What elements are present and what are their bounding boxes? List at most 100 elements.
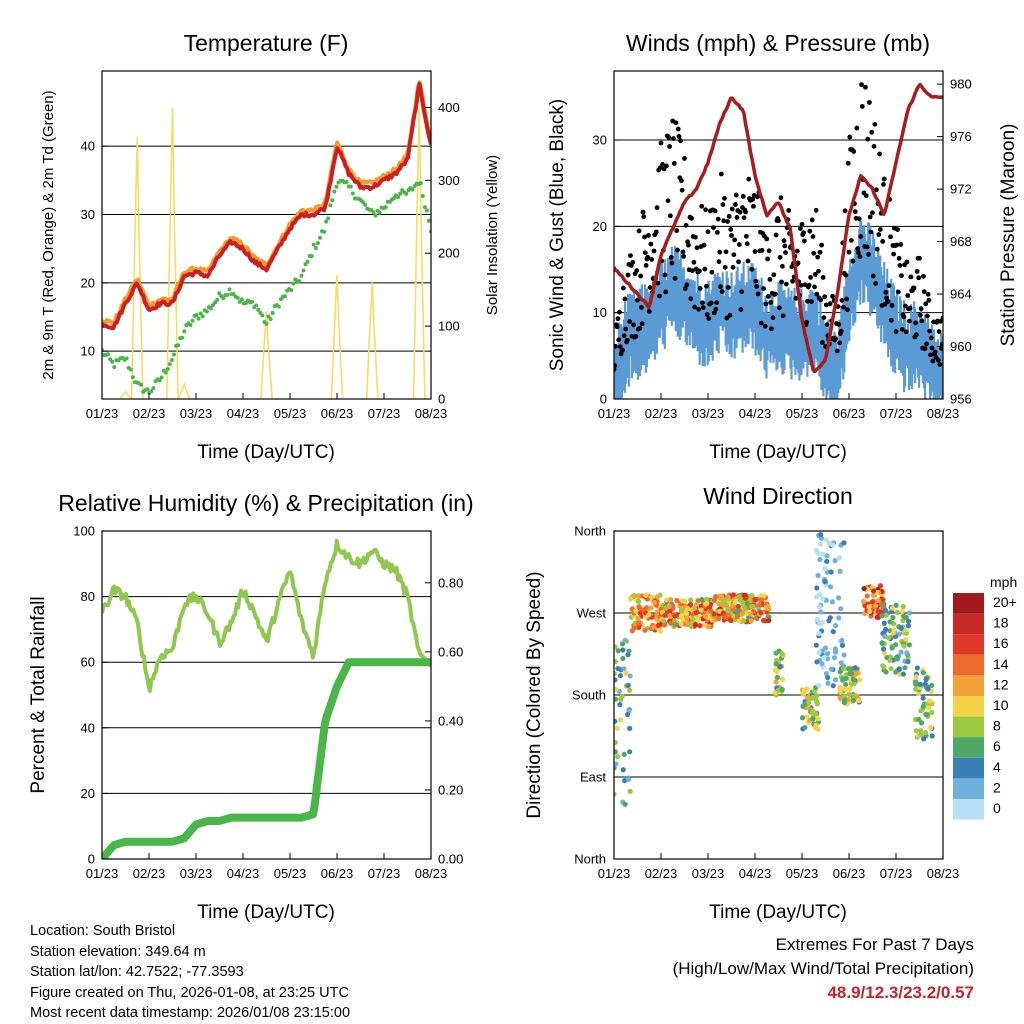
- gust-point: [693, 234, 698, 240]
- gust-point: [903, 303, 908, 309]
- gust-point: [881, 176, 887, 182]
- humidity-right-tick-label: 0.80: [438, 575, 463, 590]
- direction-point: [684, 615, 690, 621]
- direction-point: [813, 547, 819, 553]
- gust-point: [704, 283, 709, 289]
- gust-point: [755, 291, 761, 297]
- temperature-right-tick-label: 300: [438, 173, 460, 188]
- gust-point: [873, 281, 879, 286]
- direction-point: [836, 555, 843, 561]
- gust-point: [817, 249, 823, 255]
- direction-point: [819, 661, 825, 667]
- direction-point: [815, 726, 821, 732]
- gust-point: [633, 333, 639, 339]
- direction-point: [880, 597, 886, 603]
- gust-point: [715, 230, 720, 235]
- winds-left-tick-label: 20: [593, 219, 607, 234]
- direction-point: [837, 669, 843, 675]
- gust-point: [809, 299, 814, 304]
- gust-point: [741, 215, 747, 221]
- direction-left-tick-label: East: [580, 770, 606, 785]
- gust-point: [852, 209, 858, 215]
- direction-point: [635, 593, 641, 599]
- winds-left-axis-label: Sonic Wind & Gust (Blue, Black): [547, 99, 568, 371]
- direction-point: [873, 603, 879, 609]
- gust-point: [918, 306, 924, 312]
- direction-point: [766, 606, 772, 612]
- gust-point: [794, 248, 800, 254]
- gust-point: [917, 312, 923, 318]
- direction-point: [614, 791, 617, 797]
- direction-point: [870, 588, 877, 594]
- gust-point: [843, 272, 849, 278]
- legend-label: 14: [993, 656, 1009, 672]
- direction-point: [923, 677, 929, 683]
- direction-point: [814, 659, 820, 665]
- dewpoint-point: [418, 181, 423, 186]
- direction-point: [876, 597, 882, 603]
- gust-point: [646, 233, 651, 238]
- direction-point: [758, 597, 765, 603]
- direction-point: [824, 553, 830, 559]
- gust-point: [781, 238, 787, 244]
- gust-point: [928, 352, 933, 358]
- relative-humidity-line: [102, 538, 431, 693]
- direction-point: [739, 611, 745, 617]
- direction-point: [913, 728, 920, 734]
- dewpoint-point: [350, 191, 355, 196]
- direction-point: [725, 596, 732, 602]
- gust-point: [885, 299, 891, 304]
- direction-point: [748, 618, 754, 624]
- direction-point: [672, 622, 679, 628]
- gust-point: [790, 278, 795, 284]
- direction-point: [688, 621, 694, 628]
- gust-point: [799, 221, 805, 227]
- direction-point: [837, 695, 843, 701]
- humidity-right-tick-label: 0.60: [438, 644, 463, 659]
- gust-point: [700, 305, 706, 310]
- direction-point: [642, 627, 648, 633]
- dewpoint-point: [165, 367, 170, 372]
- gust-point: [906, 318, 912, 324]
- direction-point: [622, 637, 628, 644]
- gust-point: [880, 239, 886, 244]
- direction-point: [614, 644, 618, 650]
- gust-point: [859, 103, 865, 109]
- direction-point: [832, 623, 839, 629]
- dewpoint-point: [110, 359, 115, 364]
- direction-x-tick-label: 05/23: [786, 866, 819, 881]
- gust-point: [916, 275, 922, 281]
- legend-swatch: [953, 696, 984, 717]
- direction-point: [832, 649, 839, 655]
- gust-point: [777, 254, 783, 260]
- direction-point: [688, 597, 694, 603]
- gust-point: [706, 316, 712, 321]
- direction-point: [881, 601, 887, 607]
- gust-point: [857, 254, 863, 260]
- gust-point: [819, 340, 825, 345]
- gust-point: [867, 214, 873, 220]
- gust-point: [614, 363, 618, 369]
- direction-point: [804, 714, 810, 720]
- direction-point: [929, 733, 935, 739]
- speed-color-legend: mph 20+ 18 16 14 12 10 8 6 4 2 0: [953, 574, 1017, 820]
- direction-point: [615, 665, 621, 672]
- dewpoint-point: [348, 184, 353, 189]
- direction-point: [624, 711, 631, 718]
- direction-point: [879, 613, 885, 619]
- winds-right-tick-label: 980: [950, 77, 972, 92]
- direction-point: [861, 585, 867, 592]
- temperature-right-axis-label: Solar Insolation (Yellow): [484, 155, 501, 315]
- temperature-9m-line: [102, 80, 431, 327]
- direction-point: [886, 635, 892, 641]
- dewpoint-point: [128, 367, 133, 372]
- gust-point: [631, 322, 636, 328]
- solar-insolation-line: [177, 382, 191, 399]
- gust-point: [913, 320, 918, 326]
- gust-point: [630, 259, 636, 265]
- dewpoint-point: [159, 375, 164, 380]
- direction-title: Wind Direction: [703, 483, 853, 509]
- humidity-title: Relative Humidity (%) & Precipitation (i…: [58, 490, 473, 516]
- direction-point: [907, 610, 913, 616]
- direction-point: [621, 778, 628, 784]
